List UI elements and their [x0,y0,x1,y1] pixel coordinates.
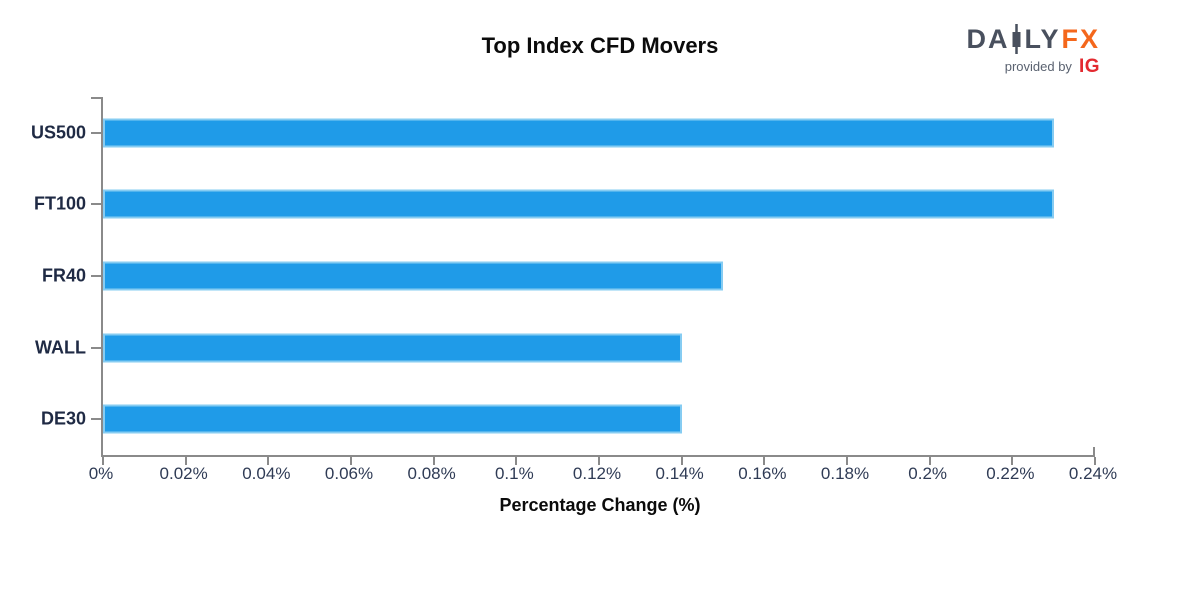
x-tick-mark [102,457,104,465]
x-tick-label: 0.08% [407,464,456,483]
x-tick-mark [680,457,683,465]
bar-de30 [103,404,682,434]
x-tick-label: 0.18% [820,464,870,483]
y-category-label-fr40: FR40 [41,265,86,286]
y-axis-top-cap [91,97,101,99]
y-category-label-us500: US500 [30,122,86,143]
bar-ft100 [103,189,1054,219]
x-axis-end-cap [1093,447,1095,455]
y-category-label-de30: DE30 [40,408,86,429]
x-tick-label: 0.1% [494,464,534,483]
x-tick-label: 0.14% [655,464,704,483]
plot-area [91,97,1096,465]
x-tick-label: 0.24% [1068,464,1118,483]
x-tick-label: 0.12% [572,464,622,483]
x-tick-label: 0.04% [242,464,291,483]
bar-us500 [103,118,1054,148]
x-tick-label: 0.16% [738,464,787,483]
x-tick-mark [432,457,435,465]
bar-wall [103,333,682,363]
logo-tagline-row: provided by IG [966,57,1100,76]
y-tick-mark [91,275,101,277]
x-tick-mark [184,457,187,465]
x-tick-mark [267,457,270,465]
candlestick-icon [1011,24,1022,54]
x-tick-label: 0.22% [986,464,1035,483]
x-tick-mark [1011,457,1014,465]
x-tick-mark [1094,457,1096,465]
logo-text-da: DA [966,23,1010,54]
logo-text-fx: FX [1061,23,1100,54]
y-axis-labels: US500 FT100 FR40 WALL DE30 [0,97,86,455]
ig-logo: IG [1078,56,1100,77]
x-tick-mark [515,457,518,465]
logo-text-ly: LY [1024,23,1061,54]
x-tick-label: 0.2% [908,464,948,483]
x-tick-label: 0.02% [159,464,208,483]
x-axis-tick-labels: 0% 0.02% 0.04% 0.06% 0.08% 0.1% 0.12% 0.14% 0.16… [89,464,1117,486]
x-tick-label: 0% [88,464,114,483]
chart-title: Top Index CFD Movers [481,33,719,58]
y-category-label-ft100: FT100 [33,193,86,214]
x-tick-mark [928,457,931,465]
x-tick-mark [350,457,352,465]
y-tick-mark [91,418,101,421]
y-tick-mark [91,131,101,134]
x-tick-label: 0.06% [324,464,374,483]
x-tick-mark [846,457,848,465]
x-axis-title: Percentage Change (%) [499,495,701,515]
y-category-label-wall: WALL [35,337,86,358]
y-tick-mark [91,346,101,349]
x-tick-mark [598,457,600,465]
logo-wordmark: DA LY FX [966,24,1100,54]
x-tick-mark [763,457,766,465]
y-tick-mark [91,203,101,206]
logo-tagline: provided by [1004,59,1072,74]
dailyfx-logo: DA LY FX provided by IG [966,24,1100,76]
bar-fr40 [103,261,723,291]
